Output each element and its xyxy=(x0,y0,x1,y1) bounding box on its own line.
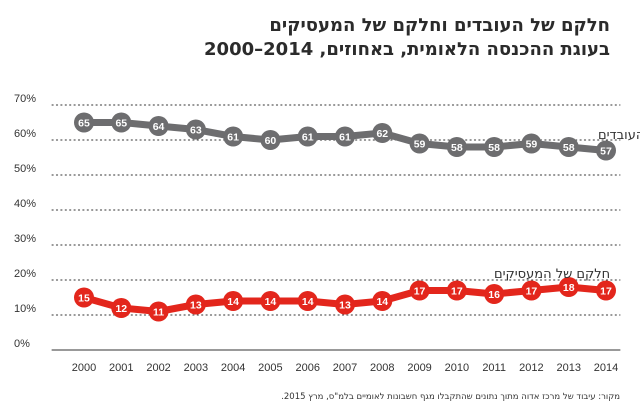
data-label: 11 xyxy=(153,307,164,319)
data-label: 13 xyxy=(190,300,202,312)
data-point xyxy=(185,119,206,140)
data-point xyxy=(521,133,542,154)
data-point xyxy=(409,280,430,301)
x-tick-label: 2001 xyxy=(109,362,133,374)
data-point xyxy=(372,291,393,311)
data-point xyxy=(148,116,169,136)
x-tick-label: 2009 xyxy=(407,362,431,374)
y-tick-label: 50% xyxy=(14,163,36,175)
x-tick-label: 2012 xyxy=(519,362,543,374)
data-label: 60 xyxy=(265,135,277,147)
series-name-labels: חלקם של העובדים חלקם של המעסיקים xyxy=(494,128,640,282)
x-tick-label: 2010 xyxy=(445,362,469,374)
data-label: 15 xyxy=(78,293,90,305)
series-employers: 15 12 11 13 14 14 14 13 14 17 17 16 17 18 17 xyxy=(74,277,616,322)
data-label: 61 xyxy=(302,132,314,144)
y-tick-label: 30% xyxy=(14,233,36,245)
y-tick-label: 0% xyxy=(14,338,30,350)
data-point xyxy=(260,130,281,150)
data-point xyxy=(596,140,616,161)
series-label-workers: חלקם של העובדים xyxy=(598,128,640,143)
series: 65 65 64 63 61 60 61 61 62 59 58 58 59 58 57 15 12 11 13 14… xyxy=(74,112,616,322)
chart-title-line-1: חלקם של העובדים וחלקם של המעסיקים xyxy=(269,15,610,36)
data-label: 17 xyxy=(414,286,426,298)
data-label: 18 xyxy=(563,282,575,294)
data-label: 17 xyxy=(451,286,463,298)
y-tick-label: 20% xyxy=(14,268,36,280)
data-label: 14 xyxy=(302,296,314,308)
x-tick-label: 2002 xyxy=(146,362,170,374)
y-axis-ticks: 0% 10% 20% 30% 40% 50% 60% 70% xyxy=(14,93,36,350)
x-tick-label: 2014 xyxy=(594,362,618,374)
data-point xyxy=(446,137,467,157)
x-tick-label: 2000 xyxy=(72,362,96,374)
data-label: 65 xyxy=(78,118,90,130)
data-label: 64 xyxy=(153,121,165,133)
data-point xyxy=(223,126,244,147)
data-point xyxy=(111,112,132,133)
x-tick-label: 2005 xyxy=(258,362,282,374)
data-label: 62 xyxy=(376,128,388,140)
data-label: 58 xyxy=(563,142,575,154)
data-point xyxy=(558,137,579,157)
data-label: 61 xyxy=(227,132,239,144)
x-tick-label: 2006 xyxy=(295,362,319,374)
data-point xyxy=(223,291,244,311)
data-label: 13 xyxy=(339,300,351,312)
data-label: 59 xyxy=(414,139,426,151)
y-tick-label: 60% xyxy=(14,128,36,140)
y-tick-label: 40% xyxy=(14,198,36,210)
x-tick-label: 2008 xyxy=(370,362,394,374)
x-tick-label: 2013 xyxy=(556,362,580,374)
data-point xyxy=(335,126,355,147)
data-point xyxy=(74,287,94,308)
data-point xyxy=(148,301,169,322)
gridlines xyxy=(51,104,621,351)
data-label: 14 xyxy=(376,296,388,308)
chart-title: חלקם של העובדים וחלקם של המעסיקים בעוגת … xyxy=(20,14,610,62)
data-point xyxy=(596,280,616,301)
data-point xyxy=(111,298,132,318)
data-point xyxy=(372,123,393,143)
x-tick-label: 2011 xyxy=(482,362,506,374)
data-label: 58 xyxy=(451,142,463,154)
data-point xyxy=(409,133,430,154)
data-point xyxy=(74,112,94,133)
data-label: 65 xyxy=(115,118,127,130)
data-point xyxy=(260,291,281,311)
series-workers: 65 65 64 63 61 60 61 61 62 59 58 58 59 58 57 xyxy=(74,112,616,161)
chart-title-line-2: בעוגת ההכנסה הלאומית, באחוזים, 2014–2000 xyxy=(204,39,610,60)
data-point xyxy=(484,137,505,157)
data-label: 14 xyxy=(265,296,277,308)
data-point xyxy=(297,126,318,147)
data-point xyxy=(521,280,542,301)
data-label: 61 xyxy=(339,132,351,144)
series-label-employers: חלקם של המעסיקים xyxy=(494,267,610,282)
data-label: 16 xyxy=(488,289,500,301)
data-point xyxy=(297,291,318,311)
y-tick-label: 10% xyxy=(14,303,36,315)
data-label: 17 xyxy=(526,286,538,298)
data-point xyxy=(484,284,505,304)
data-label: 12 xyxy=(115,303,127,315)
data-label: 58 xyxy=(488,142,500,154)
data-label: 57 xyxy=(600,146,612,158)
data-point xyxy=(185,294,206,315)
data-label: 63 xyxy=(190,125,202,137)
x-tick-label: 2003 xyxy=(184,362,208,374)
data-label: 14 xyxy=(227,296,239,308)
data-point xyxy=(558,277,579,297)
data-point xyxy=(446,280,467,301)
data-label: 17 xyxy=(600,286,612,298)
x-axis-ticks: 2000 2001 2002 2003 2004 2005 2006 2007 2008 2009… xyxy=(72,362,618,374)
x-tick-label: 2007 xyxy=(333,362,357,374)
data-label: 59 xyxy=(526,139,538,151)
source-note: מקור: עיבוד של מרכז אדוה מתוך נתונים שהת… xyxy=(281,392,620,402)
y-tick-label: 70% xyxy=(14,93,36,105)
data-point xyxy=(335,294,355,315)
x-tick-label: 2004 xyxy=(221,362,245,374)
